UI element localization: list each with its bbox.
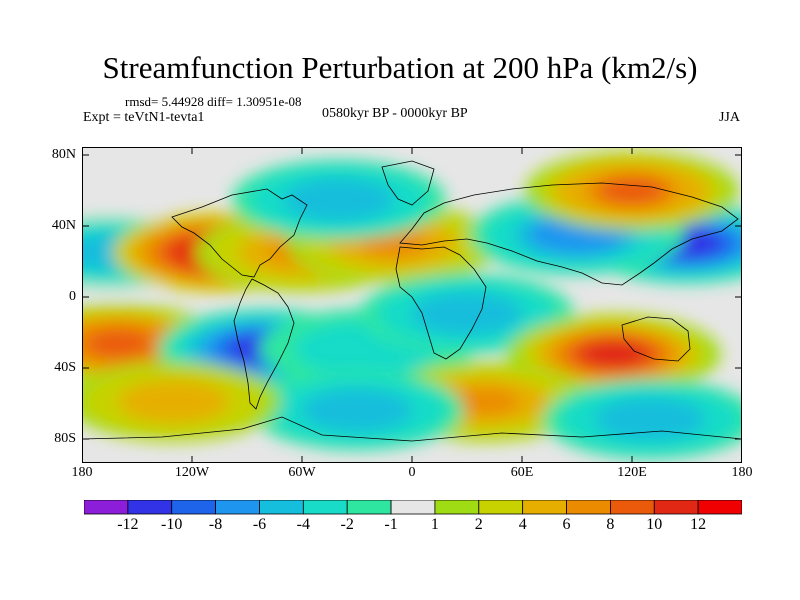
field-contour	[451, 387, 520, 416]
season-label: JJA	[718, 110, 740, 125]
lon-label-120w: 120W	[174, 465, 210, 480]
colorbar-label: 12	[690, 516, 707, 533]
colorbar-label: -2	[340, 516, 354, 533]
field-contour	[612, 403, 689, 435]
field-contour	[598, 177, 666, 205]
map-title: Streamfunction Perturbation at 200 hPa (…	[102, 50, 698, 85]
coastline-north-america	[171, 188, 308, 278]
colorbar-label: -8	[208, 516, 223, 533]
coastline-africa	[395, 246, 487, 360]
world-map-plot	[82, 147, 742, 463]
lat-label-0: 0	[69, 289, 76, 304]
colorbar-swatch	[522, 500, 567, 515]
colorbar-swatch	[653, 500, 699, 515]
colorbar-swatch	[259, 500, 304, 515]
field-contour	[319, 395, 395, 426]
lon-label-120e: 120E	[617, 465, 647, 480]
lat-ticks	[82, 154, 742, 440]
period-label: 0580kyr BP - 0000kyr BP	[322, 106, 468, 121]
coastline-antarctica	[82, 416, 742, 442]
coastline-eurasia	[399, 182, 739, 286]
field-contour	[84, 329, 153, 358]
colorbar-label: 1	[430, 516, 439, 533]
colorbar-swatch	[127, 500, 173, 515]
colorbar-label: -6	[252, 516, 267, 533]
colorbar-label: -12	[117, 516, 139, 533]
lon-label-60w: 60W	[288, 465, 316, 480]
field-contour	[429, 298, 505, 330]
field-contour	[328, 333, 405, 365]
lat-label-80n: 80N	[51, 147, 76, 162]
field-contour	[135, 386, 212, 417]
colorbar-label: 4	[518, 516, 527, 533]
field-contour	[300, 184, 377, 215]
lon-label-0: 0	[408, 465, 416, 480]
colorbar-swatch	[84, 500, 129, 515]
colorbar-swatch	[566, 500, 611, 515]
contour-field-layer	[82, 150, 742, 460]
colorbar-label: 2	[474, 516, 483, 533]
colorbar-label: 8	[606, 516, 615, 533]
colorbar-label: 10	[646, 516, 663, 533]
colorbar-swatch	[215, 500, 260, 515]
lat-label-40n: 40N	[51, 218, 76, 233]
colorbar-label: 6	[562, 516, 571, 533]
colorbar	[84, 500, 742, 515]
colorbar-swatch	[434, 500, 480, 515]
lon-label-60e: 60E	[510, 465, 534, 480]
lon-label-180e: 180	[731, 465, 753, 480]
field-contour	[579, 340, 648, 368]
lat-label-40s: 40S	[54, 360, 76, 375]
colorbar-swatch	[610, 500, 655, 515]
colorbar-swatch	[697, 500, 742, 515]
colorbar-swatch	[302, 500, 348, 515]
coastline-australia	[621, 316, 691, 362]
stats-label: rmsd= 5.44928 diff= 1.30951e-08	[125, 94, 302, 109]
colorbar-swatch	[478, 500, 524, 515]
colorbar-label: -4	[296, 516, 310, 533]
colorbar-label: -1	[384, 516, 398, 533]
colorbar-swatch	[171, 500, 217, 515]
lat-label-80s: 80S	[54, 431, 76, 446]
lon-label-180w: 180	[71, 465, 93, 480]
experiment-label: Expt = teVtN1-tevta1	[83, 110, 205, 125]
colorbar-swatch	[346, 500, 392, 515]
coastline-south-america	[233, 278, 295, 410]
colorbar-label: -10	[161, 516, 183, 533]
colorbar-swatch	[390, 500, 436, 515]
lon-ticks	[191, 147, 633, 463]
coastline-greenland	[381, 160, 435, 206]
coastlines	[82, 160, 742, 442]
